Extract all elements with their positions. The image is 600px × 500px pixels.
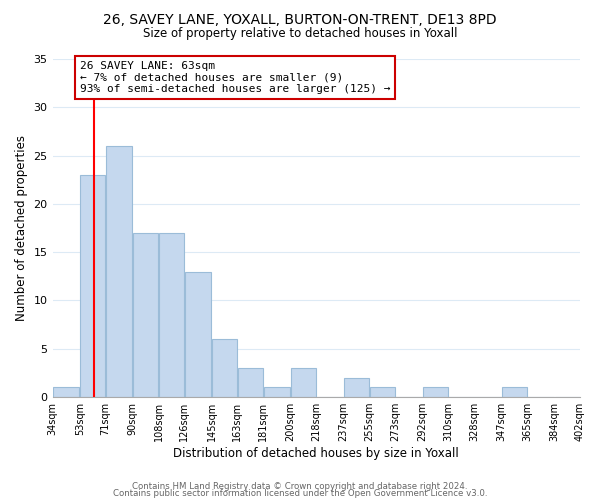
Bar bbox=[291, 368, 316, 397]
Bar bbox=[53, 388, 79, 397]
Bar bbox=[238, 368, 263, 397]
Text: Size of property relative to detached houses in Yoxall: Size of property relative to detached ho… bbox=[143, 28, 457, 40]
Bar bbox=[502, 388, 527, 397]
Bar bbox=[263, 388, 290, 397]
Bar bbox=[106, 146, 133, 397]
Bar bbox=[133, 233, 158, 397]
Text: 26 SAVEY LANE: 63sqm
← 7% of detached houses are smaller (9)
93% of semi-detache: 26 SAVEY LANE: 63sqm ← 7% of detached ho… bbox=[80, 61, 390, 94]
Text: Contains public sector information licensed under the Open Government Licence v3: Contains public sector information licen… bbox=[113, 490, 487, 498]
Bar bbox=[80, 175, 105, 397]
Bar bbox=[370, 388, 395, 397]
Y-axis label: Number of detached properties: Number of detached properties bbox=[15, 135, 28, 321]
X-axis label: Distribution of detached houses by size in Yoxall: Distribution of detached houses by size … bbox=[173, 447, 459, 460]
Bar bbox=[212, 339, 237, 397]
Text: 26, SAVEY LANE, YOXALL, BURTON-ON-TRENT, DE13 8PD: 26, SAVEY LANE, YOXALL, BURTON-ON-TRENT,… bbox=[103, 12, 497, 26]
Bar bbox=[422, 388, 448, 397]
Text: Contains HM Land Registry data © Crown copyright and database right 2024.: Contains HM Land Registry data © Crown c… bbox=[132, 482, 468, 491]
Bar bbox=[185, 272, 211, 397]
Bar bbox=[344, 378, 369, 397]
Bar bbox=[159, 233, 184, 397]
